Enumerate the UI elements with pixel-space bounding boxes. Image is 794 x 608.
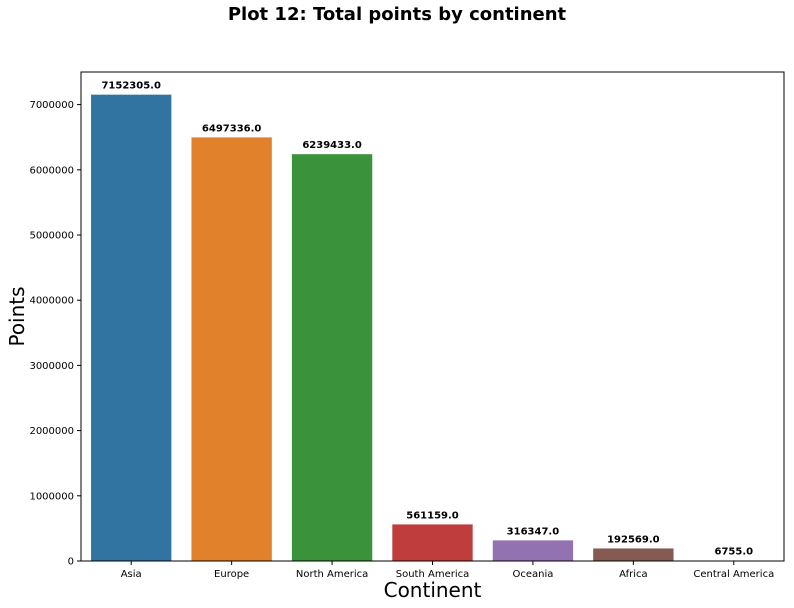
x-tick-label: Oceania xyxy=(512,569,553,580)
x-tick-label: Europe xyxy=(214,569,249,580)
y-axis: 0 1000000 2000000 3000000 4000000 5000000 6000… xyxy=(29,100,81,568)
y-tick-label: 0 xyxy=(68,557,74,568)
x-axis: Asia Europe North America South America Ocea… xyxy=(121,561,774,580)
y-tick-label: 3000000 xyxy=(29,361,74,372)
plot-frame xyxy=(80,71,785,562)
x-tick-label: Central America xyxy=(693,569,774,580)
x-tick-label: Africa xyxy=(619,569,648,580)
bar-value-label: 6755.0 xyxy=(714,547,753,558)
y-tick-label: 7000000 xyxy=(29,100,74,111)
y-axis-title: Points xyxy=(5,286,29,346)
x-tick-label: Asia xyxy=(121,569,142,580)
bar-value-label: 316347.0 xyxy=(507,526,560,537)
bars-layer xyxy=(91,94,774,562)
x-axis-title: Continent xyxy=(384,578,482,602)
x-tick-label: North America xyxy=(296,569,368,580)
bar-europe xyxy=(191,137,272,561)
bar-north-america xyxy=(291,154,373,561)
chart-title: Plot 12: Total points by continent xyxy=(227,4,567,25)
bar-value-label: 192569.0 xyxy=(607,534,660,545)
bar-value-label: 6239433.0 xyxy=(302,140,362,151)
x-tick-label: South America xyxy=(396,569,470,580)
bar-value-label: 561159.0 xyxy=(406,510,459,521)
bar-value-label: 7152305.0 xyxy=(101,81,161,92)
y-tick-label: 1000000 xyxy=(29,491,74,502)
bar-africa xyxy=(593,548,674,561)
y-tick-label: 4000000 xyxy=(29,296,74,307)
bar-asia xyxy=(91,94,172,562)
bar-labels-layer: 7152305.0 6497336.0 6239433.0 561159.0 31634… xyxy=(101,81,753,558)
bar-oceania xyxy=(492,540,574,561)
y-tick-label: 2000000 xyxy=(29,426,74,437)
bar-south-america xyxy=(392,524,473,561)
bar-value-label: 6497336.0 xyxy=(202,123,262,134)
y-tick-label: 6000000 xyxy=(29,165,74,176)
y-tick-label: 5000000 xyxy=(29,231,74,242)
